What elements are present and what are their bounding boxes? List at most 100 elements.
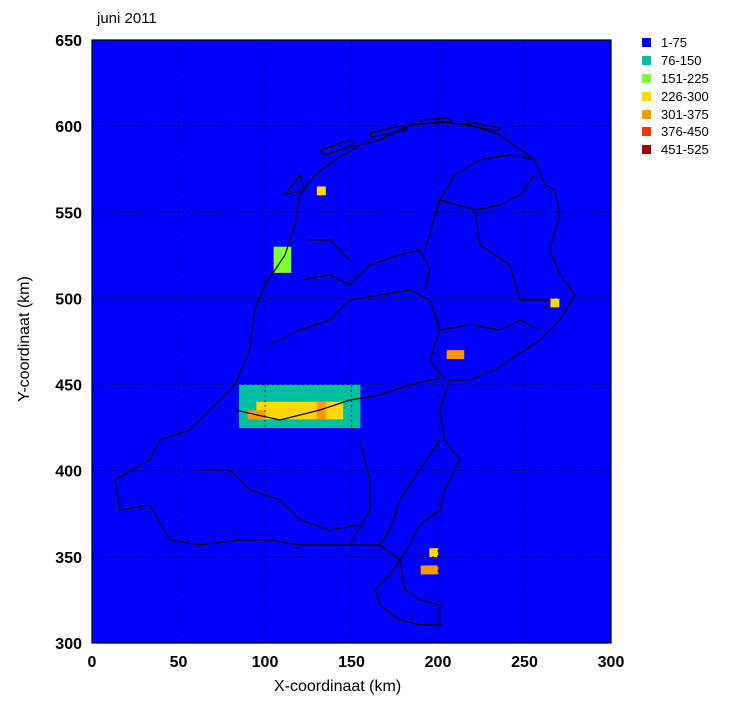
province-boundary (474, 209, 550, 301)
province-boundary (349, 439, 371, 546)
heatmap-cell (247, 393, 257, 403)
heatmap-cell (265, 401, 274, 411)
heatmap-cell (290, 419, 300, 428)
legend-item: 1-75 (642, 34, 709, 52)
plot-frame (91, 39, 612, 644)
y-tick-label: 300 (55, 636, 82, 653)
heatmap-cell (351, 419, 361, 428)
legend: 1-75 76-150 151-225 226-300 301-375 376-450 45… (642, 34, 709, 159)
heatmap-cell (455, 350, 465, 360)
heatmap-cell (247, 384, 257, 394)
heatmap-cell (239, 410, 248, 420)
heatmap-cell (316, 186, 326, 196)
heatmap-cell (299, 419, 309, 428)
province-boundary (439, 174, 536, 211)
province-boundary (310, 239, 351, 261)
legend-label: 451-525 (661, 142, 709, 158)
heatmap-cell (308, 410, 318, 420)
legend-swatch (642, 73, 651, 83)
x-tick-label: 50 (170, 654, 188, 671)
heatmap-cell (299, 401, 309, 411)
heatmap-cell (273, 255, 283, 265)
heatmap-cell (308, 419, 318, 428)
heatmap-cell (247, 419, 257, 428)
y-tick-label: 500 (55, 291, 82, 308)
heatmap-cell (299, 410, 309, 420)
legend-swatch (642, 91, 651, 101)
legend-item: 301-375 (642, 105, 709, 123)
heatmap-cell (273, 401, 283, 411)
province-boundary (234, 377, 441, 421)
heatmap-cell (282, 263, 292, 273)
heatmap-cell (351, 401, 361, 411)
heatmap-cell (265, 384, 274, 394)
chart-title: juni 2011 (97, 10, 157, 27)
legend-label: 376-450 (661, 124, 709, 140)
coastline-boundary (114, 121, 576, 626)
heatmap-cell (273, 246, 283, 256)
axis-ticks: 0 50 100 150 200 250 300 300 350 400 450 500 550 600 6… (55, 33, 624, 671)
heatmap-cell (239, 401, 248, 411)
x-tick-label: 150 (338, 654, 365, 671)
province-boundary (200, 469, 361, 531)
heatmap-cell (316, 410, 326, 420)
legend-item: 151-225 (642, 70, 709, 88)
heatmap-cell (282, 393, 292, 403)
heatmap-cell (342, 384, 352, 394)
legend-label: 1-75 (661, 35, 688, 51)
heatmap-cell (342, 410, 352, 420)
heatmap-cell (265, 419, 274, 428)
heatmap-cell (334, 419, 344, 428)
heatmap-cell (273, 419, 283, 428)
legend-label: 226-300 (661, 88, 709, 104)
legend-label: 76-150 (661, 53, 702, 69)
province-boundary (299, 249, 431, 291)
heatmap-cell (334, 384, 344, 394)
heatmap-cell (273, 384, 283, 394)
heatmap-cell (239, 419, 248, 428)
x-tick-label: 300 (598, 654, 625, 671)
y-tick-label: 400 (55, 464, 82, 481)
legend-label: 151-225 (661, 70, 709, 86)
heatmap-cell (342, 401, 352, 411)
legend-item: 76-150 (642, 52, 709, 70)
heatmap-cell (325, 410, 335, 420)
x-tick-label: 100 (252, 654, 279, 671)
heatmap-cell (308, 384, 318, 394)
heatmap-cell (325, 419, 335, 428)
heatmap-cell (325, 384, 335, 394)
heatmap-cell (334, 410, 344, 420)
heatmap-cell (342, 393, 352, 403)
heatmap-cell (256, 419, 266, 428)
y-tick-label: 350 (55, 550, 82, 567)
heatmap-cell (282, 410, 292, 420)
heatmap-cell (342, 419, 352, 428)
heatmap-cells (239, 186, 560, 575)
heatmap-cell (334, 401, 344, 411)
heatmap-cell (239, 384, 248, 394)
island-boundary (419, 117, 453, 125)
island-boundary (283, 173, 306, 196)
heatmap-cell (239, 393, 248, 403)
heatmap-cell (282, 401, 292, 411)
island-boundary (369, 124, 408, 138)
legend-swatch (642, 38, 651, 48)
island-boundary (318, 139, 357, 156)
heatmap-cell (247, 401, 257, 411)
heatmap-cell (273, 263, 283, 273)
legend-swatch (642, 145, 651, 155)
x-tick-label: 200 (425, 654, 452, 671)
x-tick-label: 0 (88, 654, 97, 671)
heatmap-cell (351, 410, 361, 420)
heatmap-cell (316, 384, 326, 394)
heatmap-cell (316, 401, 326, 411)
heatmap-cell (290, 410, 300, 420)
heatmap-cell (316, 419, 326, 428)
legend-swatch (642, 56, 651, 66)
province-boundary (379, 439, 441, 546)
legend-swatch (642, 127, 651, 137)
y-tick-label: 600 (55, 119, 82, 136)
heatmap-cell (256, 401, 266, 411)
province-boundary (439, 319, 541, 331)
